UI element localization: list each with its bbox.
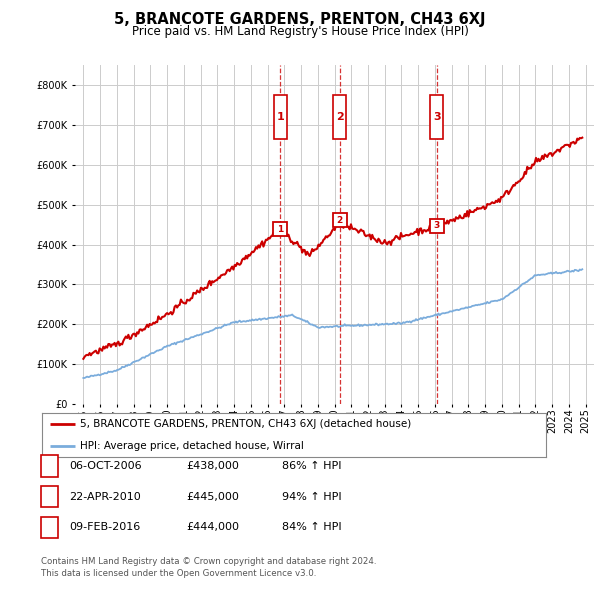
Text: 22-APR-2010: 22-APR-2010 — [69, 492, 141, 502]
Text: 3: 3 — [46, 523, 53, 532]
Text: 94% ↑ HPI: 94% ↑ HPI — [282, 492, 341, 502]
Text: £438,000: £438,000 — [186, 461, 239, 471]
Text: 5, BRANCOTE GARDENS, PRENTON, CH43 6XJ (detached house): 5, BRANCOTE GARDENS, PRENTON, CH43 6XJ (… — [80, 419, 411, 429]
Text: 86% ↑ HPI: 86% ↑ HPI — [282, 461, 341, 471]
Text: This data is licensed under the Open Government Licence v3.0.: This data is licensed under the Open Gov… — [41, 569, 316, 578]
Text: £444,000: £444,000 — [186, 523, 239, 532]
Text: 09-FEB-2016: 09-FEB-2016 — [69, 523, 140, 532]
Text: 2: 2 — [46, 492, 53, 502]
Text: 2: 2 — [337, 216, 343, 225]
Text: 1: 1 — [46, 461, 53, 471]
Text: HPI: Average price, detached house, Wirral: HPI: Average price, detached house, Wirr… — [80, 441, 304, 451]
Text: 06-OCT-2006: 06-OCT-2006 — [69, 461, 142, 471]
Text: £445,000: £445,000 — [186, 492, 239, 502]
Text: 1: 1 — [277, 225, 284, 234]
Text: 3: 3 — [434, 221, 440, 231]
Text: 5, BRANCOTE GARDENS, PRENTON, CH43 6XJ: 5, BRANCOTE GARDENS, PRENTON, CH43 6XJ — [114, 12, 486, 27]
Text: 2: 2 — [336, 112, 344, 122]
Text: 1: 1 — [277, 112, 284, 122]
FancyBboxPatch shape — [430, 95, 443, 139]
Text: 84% ↑ HPI: 84% ↑ HPI — [282, 523, 341, 532]
FancyBboxPatch shape — [274, 95, 287, 139]
Text: Price paid vs. HM Land Registry's House Price Index (HPI): Price paid vs. HM Land Registry's House … — [131, 25, 469, 38]
Text: 3: 3 — [433, 112, 440, 122]
Text: Contains HM Land Registry data © Crown copyright and database right 2024.: Contains HM Land Registry data © Crown c… — [41, 557, 376, 566]
FancyBboxPatch shape — [334, 95, 346, 139]
